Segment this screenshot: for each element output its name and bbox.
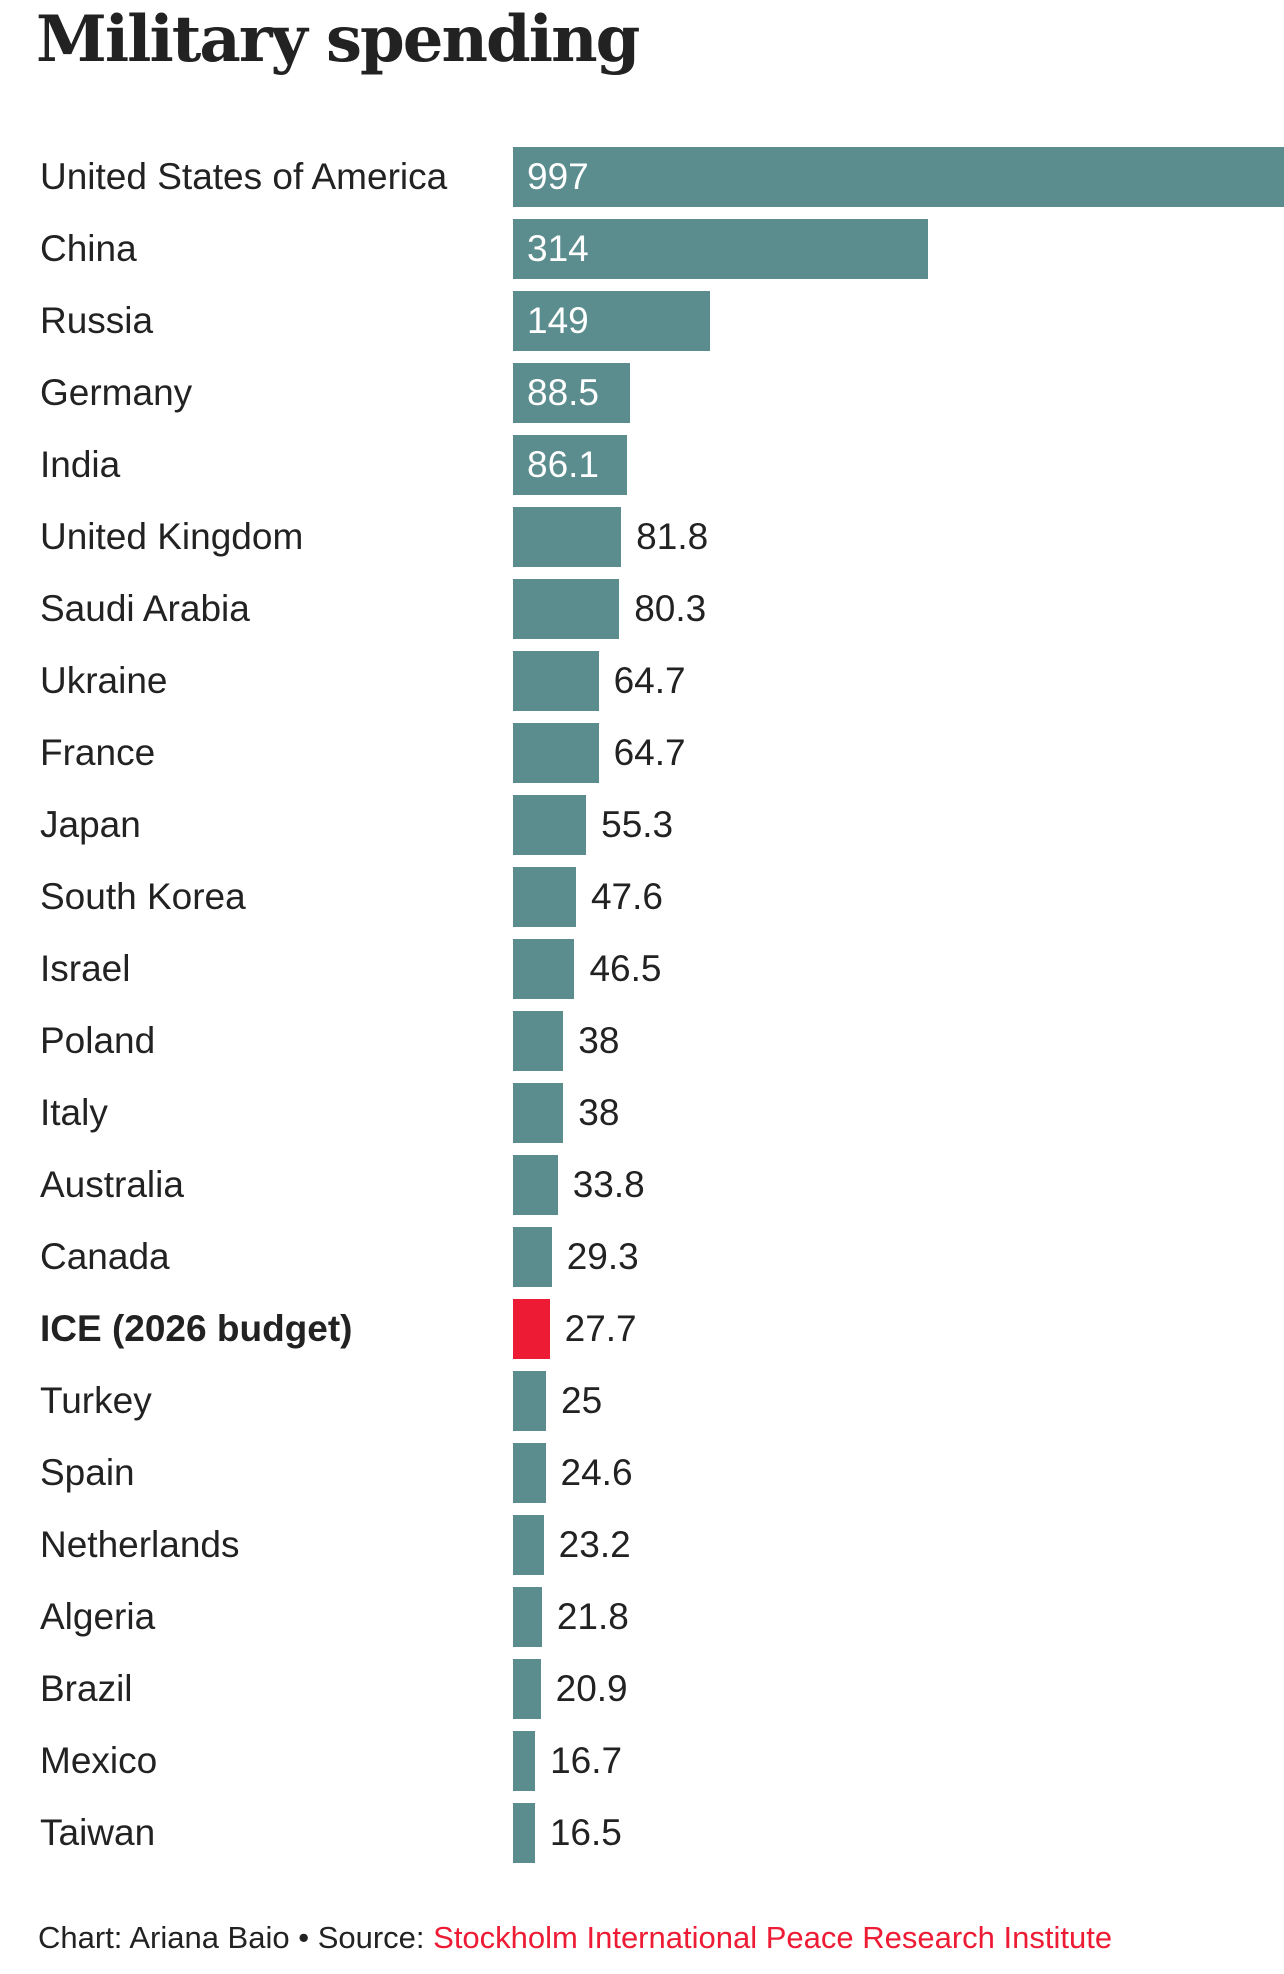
value-label: 38	[578, 1092, 620, 1133]
chart-title: Military spending	[36, 2, 640, 77]
category-label: South Korea	[40, 876, 246, 917]
bar	[513, 651, 599, 711]
value-label: 24.6	[560, 1452, 633, 1493]
bar	[513, 1803, 535, 1863]
category-label: Israel	[40, 948, 131, 989]
value-label: 25	[561, 1380, 603, 1421]
category-label: Taiwan	[40, 1812, 156, 1853]
bar	[513, 723, 599, 783]
value-label: 81.8	[636, 516, 709, 557]
bar-chart: United States of America 997 China 314 Russi…	[40, 147, 1284, 1863]
value-label: 80.3	[634, 588, 707, 629]
bar	[513, 1731, 536, 1791]
category-label: Poland	[40, 1020, 156, 1061]
bar	[513, 1011, 564, 1071]
bar	[513, 1659, 541, 1719]
bar	[513, 1371, 547, 1431]
chart-footer: Chart: Ariana Baio • Source: Stockholm I…	[38, 1920, 1112, 1956]
bar	[513, 1227, 552, 1287]
bar	[513, 1443, 546, 1503]
value-label: 86.1	[527, 444, 600, 485]
value-label: 46.5	[589, 948, 662, 989]
bar	[513, 435, 627, 495]
category-label: Australia	[40, 1164, 184, 1205]
value-label: 314	[527, 228, 589, 269]
separator-dot: •	[289, 1920, 318, 1955]
chart-credit: Chart: Ariana Baio	[38, 1920, 290, 1955]
value-label: 88.5	[527, 372, 600, 413]
value-label: 149	[527, 300, 589, 341]
bar	[513, 579, 620, 639]
bar	[513, 1155, 558, 1215]
category-label: Algeria	[40, 1596, 156, 1637]
category-label: ICE (2026 budget)	[40, 1308, 353, 1349]
bar	[513, 1083, 564, 1143]
value-label: 47.6	[590, 876, 663, 917]
bar	[513, 795, 587, 855]
category-label: Spain	[40, 1452, 135, 1493]
value-label: 997	[527, 156, 589, 197]
bar	[513, 147, 1284, 207]
value-label: 64.7	[613, 660, 686, 701]
value-label: 16.7	[550, 1740, 623, 1781]
value-label: 23.2	[558, 1524, 631, 1565]
category-label: Turkey	[40, 1380, 152, 1421]
value-label: 33.8	[572, 1164, 645, 1205]
value-label: 20.9	[555, 1668, 628, 1709]
value-label: 64.7	[613, 732, 686, 773]
value-label: 16.5	[549, 1812, 622, 1853]
category-label: Mexico	[40, 1740, 158, 1781]
source-link[interactable]: Stockholm International Peace Research I…	[433, 1920, 1113, 1955]
value-label: 29.3	[566, 1236, 639, 1277]
bar	[513, 363, 631, 423]
category-label: Russia	[40, 300, 154, 341]
category-label: Germany	[40, 372, 193, 413]
category-label: Netherlands	[40, 1524, 240, 1565]
source-prefix: Source:	[317, 1920, 434, 1955]
category-label: Saudi Arabia	[40, 588, 250, 629]
value-label: 27.7	[564, 1308, 637, 1349]
category-label: China	[40, 228, 137, 269]
bar	[513, 867, 576, 927]
bar	[513, 939, 575, 999]
category-label: France	[40, 732, 156, 773]
bar-highlight	[513, 1299, 550, 1359]
bar	[513, 1515, 544, 1575]
value-label: 21.8	[556, 1596, 629, 1637]
bar	[513, 507, 622, 567]
category-label: United Kingdom	[40, 516, 304, 557]
value-label: 55.3	[601, 804, 674, 845]
category-label: Japan	[40, 804, 141, 845]
category-label: United States of America	[40, 156, 448, 197]
category-label: India	[40, 444, 121, 485]
value-label: 38	[578, 1020, 620, 1061]
bar	[513, 219, 929, 279]
bar	[513, 1587, 542, 1647]
bar	[513, 291, 711, 351]
category-label: Brazil	[40, 1668, 133, 1709]
category-label: Italy	[40, 1092, 108, 1133]
category-label: Ukraine	[40, 660, 168, 701]
category-label: Canada	[40, 1236, 170, 1277]
